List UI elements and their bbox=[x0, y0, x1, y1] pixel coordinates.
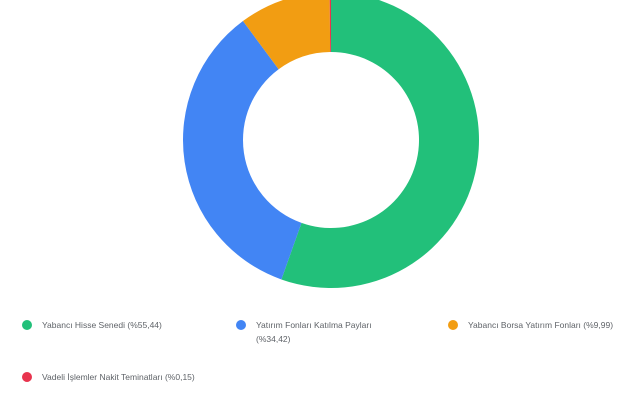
legend-item[interactable]: Yabancı Hisse Senedi (%55,44) bbox=[22, 318, 212, 332]
legend-marker bbox=[448, 320, 458, 330]
legend-marker bbox=[22, 320, 32, 330]
legend-label: Vadeli İşlemler Nakit Teminatları (%0,15… bbox=[42, 372, 195, 382]
donut-slice[interactable] bbox=[329, 0, 331, 53]
chart-legend: Yabancı Hisse Senedi (%55,44) Yatırım Fo… bbox=[0, 310, 618, 405]
donut-slice[interactable] bbox=[281, 0, 480, 288]
legend-label: Yatırım Fonları Katılma Payları (%34,42) bbox=[256, 320, 372, 344]
legend-label: Yabancı Borsa Yatırım Fonları (%9,99) bbox=[468, 320, 614, 330]
legend-label: Yabancı Hisse Senedi (%55,44) bbox=[42, 320, 162, 330]
legend-item[interactable]: Vadeli İşlemler Nakit Teminatları (%0,15… bbox=[22, 370, 202, 384]
donut-chart bbox=[183, 0, 480, 288]
legend-marker bbox=[236, 320, 246, 330]
donut-slice[interactable] bbox=[242, 0, 331, 70]
legend-item[interactable]: Yatırım Fonları Katılma Payları (%34,42) bbox=[236, 318, 406, 346]
legend-item[interactable]: Yabancı Borsa Yatırım Fonları (%9,99) bbox=[448, 318, 618, 332]
donut-slice[interactable] bbox=[183, 21, 302, 280]
legend-marker bbox=[22, 372, 32, 382]
